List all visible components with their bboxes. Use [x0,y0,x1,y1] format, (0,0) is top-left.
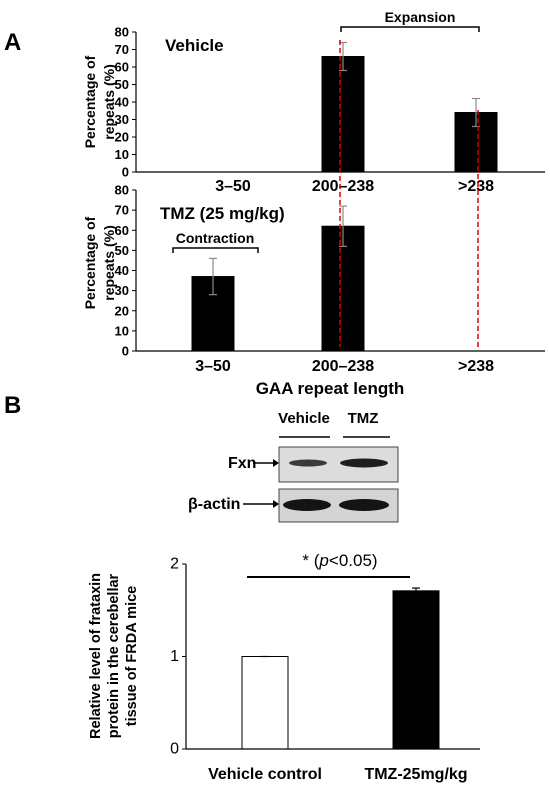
y-axis-label-line3: tissue of FRDA mice [124,586,140,726]
y-axis-label-line2: protein in the cerebellar [106,573,122,738]
y-tick-label: 30 [115,112,129,127]
x-category-label: 200–238 [312,178,374,195]
blot-col-label-vehicle: Vehicle [278,410,330,427]
western-blot: Vehicle TMZ Fxn β-actin [188,410,399,523]
y-tick-label: 0 [122,165,129,180]
y-axis-label-line2: repeats (%) [101,225,117,300]
x-axis-label: GAA repeat length [256,379,405,398]
y-tick-label: 50 [115,77,129,92]
fxn-band-vehicle [289,459,327,467]
y-tick-label: 0 [122,344,129,359]
expansion-bracket [340,26,480,32]
bar [392,590,440,750]
x-category-label: TMZ-25mg/kg [364,766,467,783]
actin-band-vehicle [283,499,331,511]
bar [241,656,289,750]
x-category-label: Vehicle control [208,766,322,783]
y-tick-label: 80 [115,25,129,40]
fxn-band-tmz [340,458,388,468]
chart-title: Vehicle [165,36,224,55]
y-tick-label: 1 [170,648,179,665]
y-tick-label: 20 [115,130,129,145]
significance-label: * (p<0.05) [302,551,377,570]
y-tick-label: 2 [170,556,179,573]
panel-label-a: A [4,29,21,56]
x-category-label: 3–50 [215,178,251,195]
x-category-label: >238 [458,358,494,375]
y-tick-label: 30 [115,283,129,298]
frataxin-chart: Relative level of frataxin protein in th… [88,551,480,783]
y-tick-label: 0 [170,741,179,758]
bar [321,56,365,173]
x-category-label: 3–50 [195,358,231,375]
y-tick-label: 40 [115,95,129,110]
actin-arrowhead [273,500,279,508]
y-tick-label: 60 [115,223,129,238]
y-tick-label: 10 [115,323,129,338]
y-tick-label: 60 [115,60,129,75]
chart-title: TMZ (25 mg/kg) [160,204,285,223]
y-tick-label: 70 [115,203,129,218]
actin-band-tmz [339,499,389,511]
tmz-chart: Percentage of repeats (%) TMZ (25 mg/kg)… [82,183,545,398]
vehicle-chart: Percentage of repeats (%) Vehicle 0 10 20 3… [82,9,545,195]
contraction-bracket [172,247,259,253]
y-axis-label-line1: Relative level of frataxin [88,573,104,739]
panel-label-b: B [4,392,21,419]
x-category-label: 200–238 [312,358,374,375]
blot-row-label-beta-actin: β-actin [188,496,240,513]
y-axis-label-line1: Percentage of [82,55,98,148]
y-tick-label: 70 [115,42,129,57]
y-tick-label: 10 [115,147,129,162]
y-axis-label-line2: repeats (%) [101,64,117,139]
y-tick-label: 20 [115,303,129,318]
y-tick-label: 40 [115,263,129,278]
blot-col-label-tmz: TMZ [348,410,379,427]
y-tick-label: 80 [115,183,129,198]
bar [321,225,365,352]
y-tick-label: 50 [115,243,129,258]
x-category-label: >238 [458,178,494,195]
contraction-label: Contraction [176,230,255,246]
y-axis-label-line1: Percentage of [82,216,98,309]
expansion-label: Expansion [385,9,456,25]
fxn-arrowhead [273,459,279,467]
blot-row-label-fxn: Fxn [228,455,256,472]
